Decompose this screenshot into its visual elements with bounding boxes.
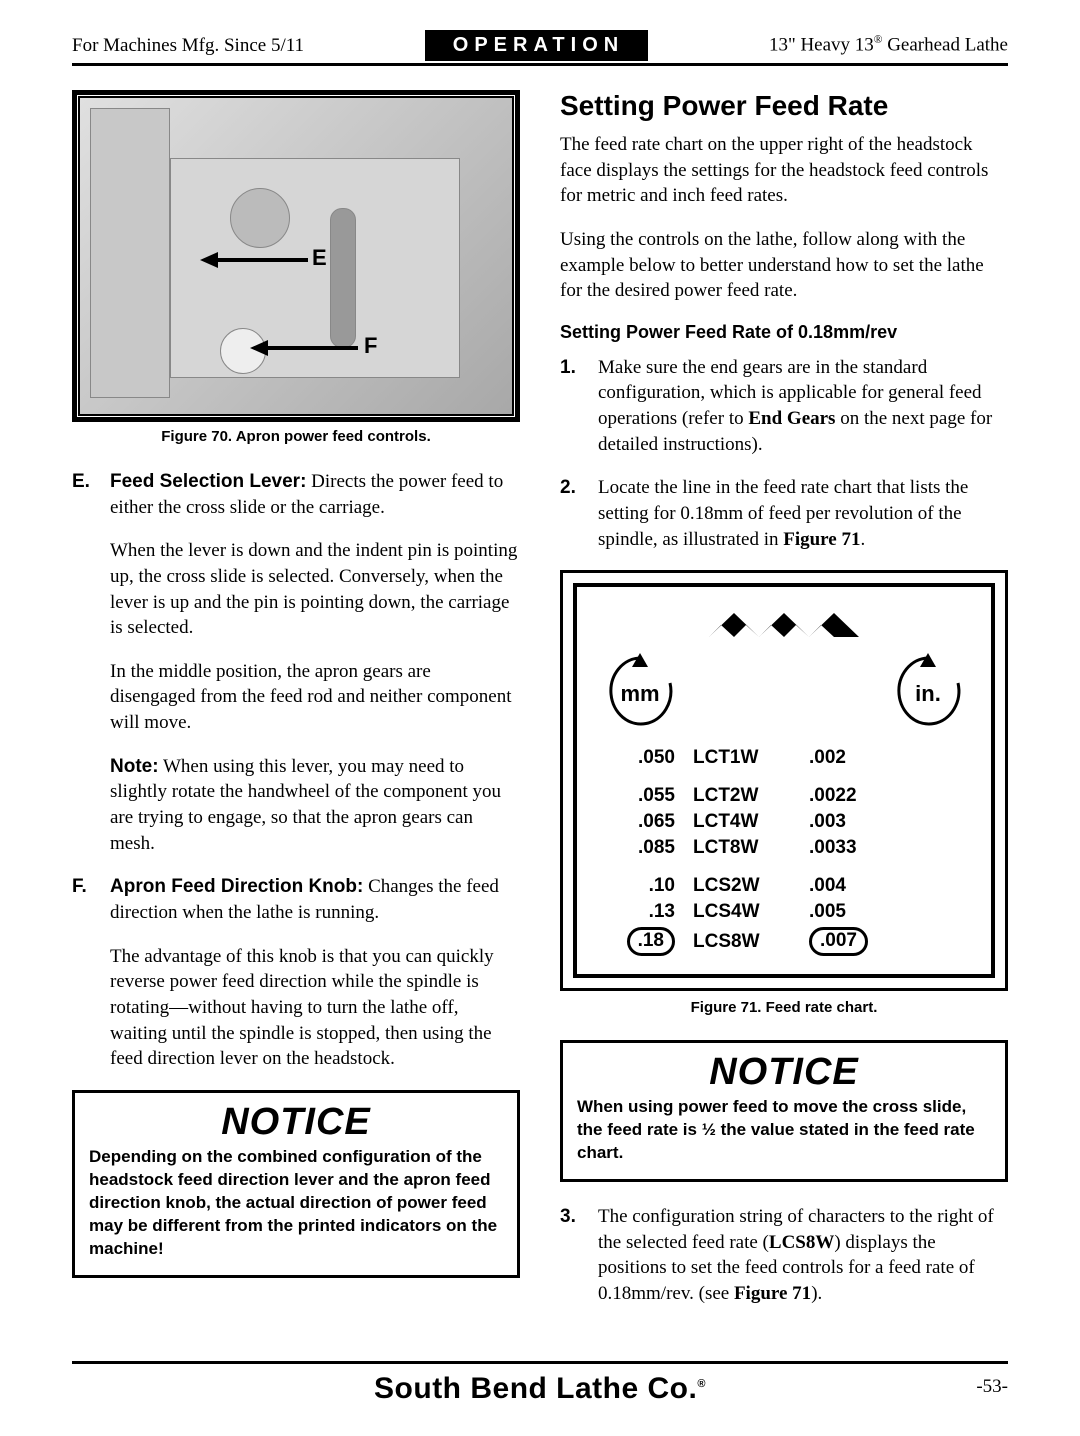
page-number: -53- [976, 1376, 1008, 1398]
note-paragraph: Note: When using this lever, you may nee… [72, 754, 520, 857]
feed-rate-chart: mm in. .050LCT1W.002 .055LCT2W.0022.065LC… [560, 570, 1008, 991]
figure-70: E F [72, 90, 520, 422]
header-left: For Machines Mfg. Since 5/11 [72, 35, 304, 57]
chart-row: .085LCT8W.0033 [595, 835, 973, 861]
chart-row: .055LCT2W.0022 [595, 783, 973, 809]
chart-row: .10LCS2W.004 [595, 873, 973, 899]
list-marker: 1. [560, 355, 584, 458]
header-center: OPERATION [425, 30, 648, 61]
chart-row: .13LCS4W.005 [595, 899, 973, 925]
page-header: For Machines Mfg. Since 5/11 OPERATION 1… [72, 30, 1008, 66]
notice-box-left: NOTICE Depending on the combined configu… [72, 1090, 520, 1278]
chart-column-heads: mm in. [595, 653, 973, 729]
paragraph: The feed rate chart on the upper right o… [560, 132, 1008, 209]
arrow-icon [250, 336, 360, 360]
list-marker: 3. [560, 1204, 584, 1307]
arrow-icon [200, 248, 310, 272]
step-3: 3. The configuration string of character… [560, 1204, 1008, 1307]
feed-rate-chart-inner: mm in. .050LCT1W.002 .055LCT2W.0022.065LC… [573, 583, 995, 978]
chart-rows: .050LCT1W.002 .055LCT2W.0022.065LCT4W.003… [595, 745, 973, 958]
figure-70-image: E F [78, 96, 514, 416]
right-column: Setting Power Feed Rate The feed rate ch… [560, 90, 1008, 1325]
chart-head-in: in. [883, 653, 973, 729]
chart-row: .050LCT1W.002 [595, 745, 973, 771]
subsection-heading: Setting Power Feed Rate of 0.18mm/rev [560, 322, 1008, 343]
notice-box-right: NOTICE When using power feed to move the… [560, 1040, 1008, 1182]
figure-70-caption: Figure 70. Apron power feed controls. [72, 428, 520, 445]
list-item-e: E. Feed Selection Lever: Directs the pow… [72, 469, 520, 736]
notice-body: Depending on the combined configuration … [89, 1146, 503, 1261]
header-right: 13" Heavy 13® Gearhead Lathe [769, 34, 1008, 56]
notice-title: NOTICE [577, 1051, 991, 1094]
zigzag-icon [595, 607, 973, 647]
list-body: Locate the line in the feed rate chart t… [598, 475, 1008, 552]
section-heading: Setting Power Feed Rate [560, 90, 1008, 122]
list-marker: F. [72, 874, 96, 1071]
list-body: Apron Feed Direction Knob: Changes the f… [110, 874, 520, 1071]
page-footer: South Bend Lathe Co.® -53- [72, 1361, 1008, 1406]
notice-title: NOTICE [89, 1101, 503, 1144]
figure-label-f: F [364, 333, 377, 359]
figure-label-e: E [312, 245, 327, 271]
paragraph: Using the controls on the lathe, follow … [560, 227, 1008, 304]
footer-brand: South Bend Lathe Co.® [374, 1372, 706, 1406]
figure-71-caption: Figure 71. Feed rate chart. [560, 999, 1008, 1016]
chart-row: .065LCT4W.003 [595, 809, 973, 835]
notice-body: When using power feed to move the cross … [577, 1096, 991, 1165]
list-marker: 2. [560, 475, 584, 552]
chart-row: .18LCS8W.007 [595, 925, 973, 958]
left-column: E F Figure 70. Apron power feed controls… [72, 90, 520, 1325]
list-body: The configuration string of characters t… [598, 1204, 1008, 1307]
list-item-f: F. Apron Feed Direction Knob: Changes th… [72, 874, 520, 1071]
list-marker: E. [72, 469, 96, 736]
list-body: Feed Selection Lever: Directs the power … [110, 469, 520, 736]
content-columns: E F Figure 70. Apron power feed controls… [72, 90, 1008, 1325]
step-1: 1. Make sure the end gears are in the st… [560, 355, 1008, 458]
step-2: 2. Locate the line in the feed rate char… [560, 475, 1008, 552]
list-body: Make sure the end gears are in the stand… [598, 355, 1008, 458]
chart-head-mm: mm [595, 653, 685, 729]
